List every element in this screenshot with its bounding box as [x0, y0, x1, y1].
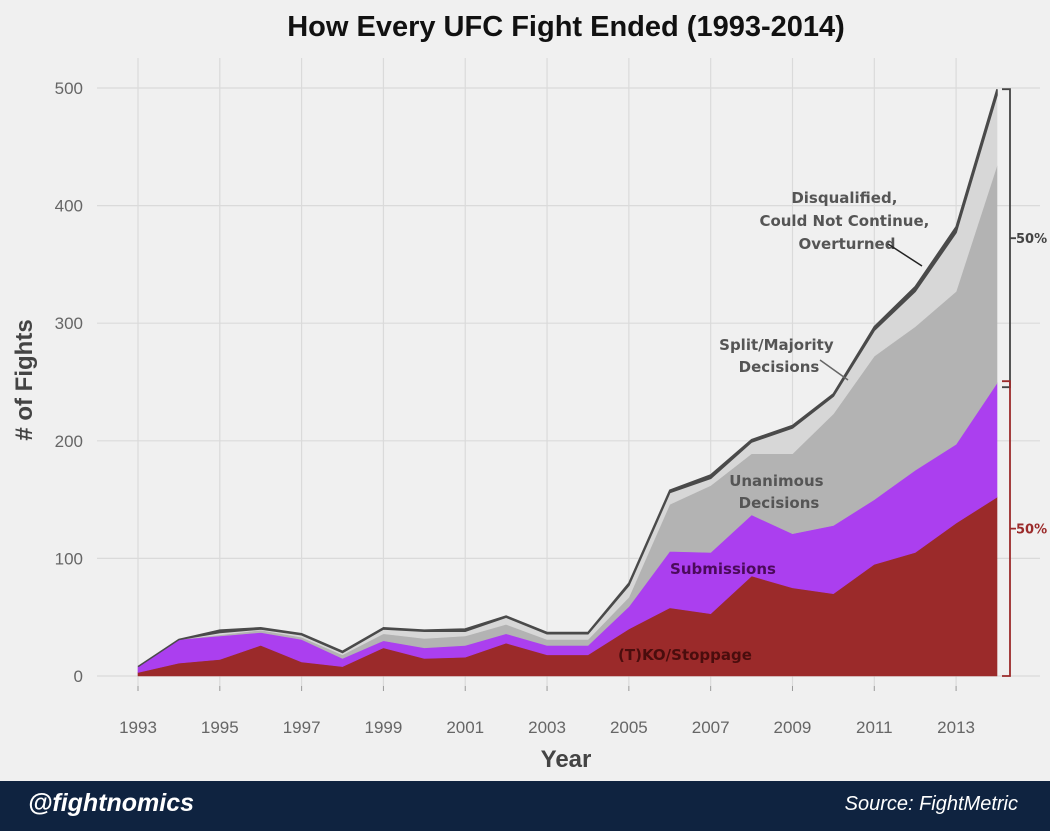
chart: How Every UFC Fight Ended (1993-2014) 0 1… — [11, 11, 1047, 773]
annotation-split-pointer — [819, 359, 849, 381]
area-disqualified-could-not-continue-overturned — [137, 88, 998, 668]
x-tick-label: 1999 — [365, 718, 403, 737]
annotations: Disqualified, Could Not Continue, Overtu… — [618, 189, 934, 664]
annotation-split-line-2: Decisions — [739, 358, 820, 376]
percent-label-decisions: 50% — [1016, 232, 1047, 247]
x-tick-label: 2013 — [937, 718, 975, 737]
x-tick-label: 2007 — [692, 718, 730, 737]
footer-bar: @fightnomics Source: FightMetric — [0, 781, 1050, 831]
annotation-split-line-1: Split/Majority — [719, 336, 834, 354]
x-tick-label: 2001 — [446, 718, 484, 737]
annotation-dq-line-1: Disqualified, — [791, 189, 897, 207]
x-tick-label: 2003 — [528, 718, 566, 737]
annotation-unanimous-line-2: Decisions — [739, 494, 820, 512]
x-tick-label: 2009 — [774, 718, 812, 737]
bracket-finishes — [1002, 380, 1016, 677]
annotation-unanimous-line-1: Unanimous — [729, 472, 823, 490]
annotation-dq: Disqualified, Could Not Continue, Overtu… — [759, 189, 934, 253]
bracket-decisions — [1002, 88, 1016, 389]
y-tick-label: 200 — [55, 432, 83, 451]
y-tick-label: 500 — [55, 79, 83, 98]
y-tick-label: 400 — [55, 197, 83, 216]
y-axis-title: # of Fights — [11, 319, 38, 440]
annotation-dq-line-3: Overturned — [799, 235, 896, 253]
source-credit: Source: FightMetric — [844, 793, 1018, 815]
annotation-dq-line-2: Could Not Continue, — [759, 212, 929, 230]
annotation-split: Split/Majority Decisions — [719, 336, 839, 376]
twitter-handle: @fightnomics — [28, 789, 195, 817]
x-axis-ticks: 1993 1995 1997 1999 2001 2003 2005 2007 2009 2011… — [119, 686, 975, 737]
percent-brackets: 50% 50% — [1002, 88, 1047, 677]
x-tick-label: 1993 — [119, 718, 157, 737]
x-tick-label: 1995 — [201, 718, 239, 737]
y-tick-label: 300 — [55, 314, 83, 333]
y-tick-label: 100 — [55, 549, 83, 568]
area-series — [137, 88, 998, 677]
y-axis-ticks: 0 100 200 300 400 500 — [55, 79, 83, 686]
annotation-submissions: Submissions — [670, 560, 776, 578]
y-tick-label: 0 — [74, 667, 83, 686]
x-axis-title: Year — [541, 746, 592, 773]
annotation-dq-pointer — [887, 243, 923, 267]
chart-title: How Every UFC Fight Ended (1993-2014) — [287, 11, 845, 43]
annotation-unanimous: Unanimous Decisions — [729, 472, 829, 512]
annotation-tko: (T)KO/Stoppage — [618, 646, 752, 664]
percent-label-finishes: 50% — [1016, 523, 1047, 538]
x-tick-label: 1997 — [283, 718, 321, 737]
x-tick-label: 2005 — [610, 718, 648, 737]
x-tick-label: 2011 — [856, 718, 893, 737]
